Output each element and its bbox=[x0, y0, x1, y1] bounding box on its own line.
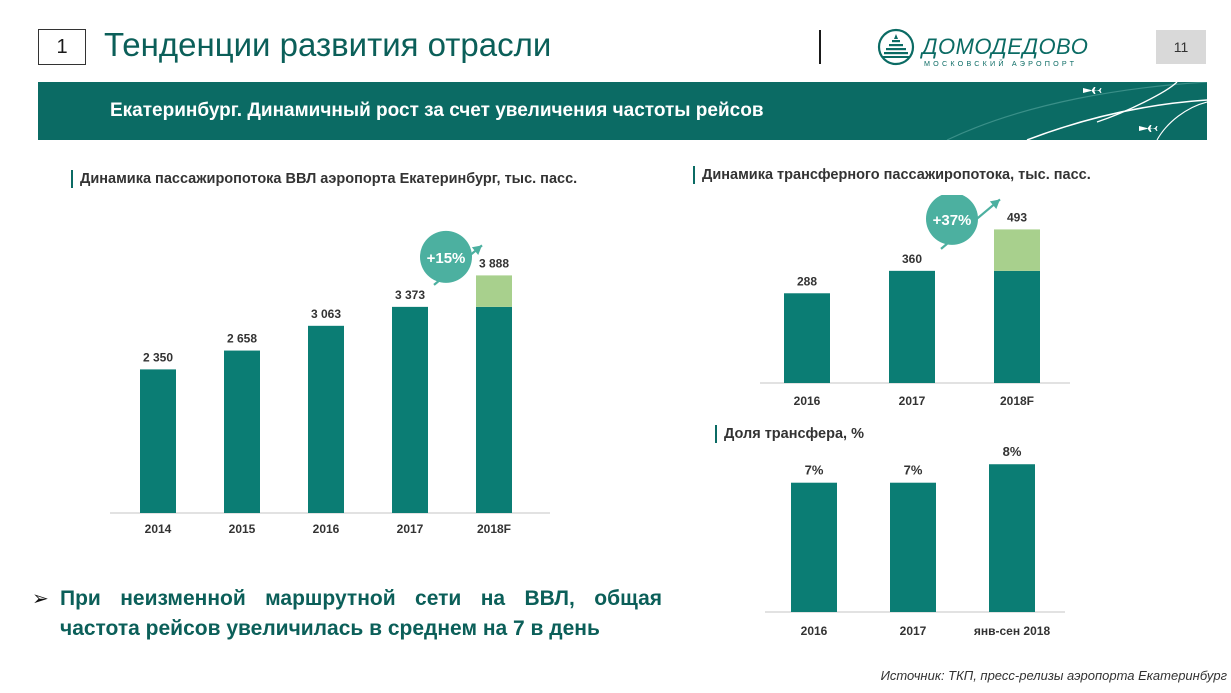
data-label: 360 bbox=[902, 252, 922, 266]
x-tick-label: 2016 bbox=[801, 624, 828, 638]
domodedovo-logo: ДОМОДЕДОВО МОСКОВСКИЙ АЭРОПОРТ bbox=[876, 27, 1096, 71]
source-note: Источник: ТКП, пресс-релизы аэропорта Ек… bbox=[881, 668, 1227, 683]
domestic-passenger-chart: 2 350 2014 2 658 2015 3 063 2016 3 373 2017 3 88… bbox=[110, 215, 550, 545]
plane-icon bbox=[1139, 125, 1158, 132]
growth-badge-label: +37% bbox=[933, 212, 972, 229]
transfer-share-chart: 7% 2016 7% 2017 8% янв-сен 2018 bbox=[755, 420, 1075, 645]
bar bbox=[140, 369, 176, 513]
bar bbox=[791, 483, 837, 612]
data-label: 3 063 bbox=[311, 307, 341, 321]
data-label: 493 bbox=[1007, 210, 1027, 224]
banner-text: Екатеринбург. Динамичный рост за счет ув… bbox=[110, 100, 764, 122]
x-tick-label: 2017 bbox=[900, 624, 927, 638]
data-label: 2 658 bbox=[227, 332, 257, 346]
bar bbox=[994, 271, 1040, 383]
section-number-box: 1 bbox=[38, 29, 86, 65]
title-divider bbox=[819, 30, 821, 64]
x-tick-label: 2016 bbox=[313, 522, 340, 536]
plane-icon bbox=[1083, 87, 1102, 94]
x-tick-label: 2018F bbox=[477, 522, 511, 536]
x-tick-label: 2018F bbox=[1000, 394, 1034, 408]
transfer-chart-title: Динамика трансферного пассажиропотока, т… bbox=[693, 166, 1162, 184]
key-takeaway-text: При неизменной маршрутной сети на ВВЛ, о… bbox=[60, 584, 662, 644]
data-label: 288 bbox=[797, 274, 817, 288]
logo-name: ДОМОДЕДОВО bbox=[919, 34, 1088, 59]
data-label: 3 888 bbox=[479, 256, 509, 270]
data-label: 2 350 bbox=[143, 350, 173, 364]
bar bbox=[224, 351, 260, 513]
bar bbox=[784, 293, 830, 383]
x-tick-label: 2017 bbox=[899, 394, 926, 408]
bar-forecast-increment bbox=[994, 229, 1040, 270]
bar bbox=[890, 483, 936, 612]
x-tick-label: 2017 bbox=[397, 522, 424, 536]
bar bbox=[308, 326, 344, 513]
bar bbox=[989, 464, 1035, 612]
transfer-passenger-chart: 288 2016 360 2017 493 2018F +37% bbox=[750, 195, 1080, 415]
key-takeaway: ➢ При неизменной маршрутной сети на ВВЛ,… bbox=[32, 584, 662, 644]
x-tick-label: 2014 bbox=[145, 522, 172, 536]
growth-badge-label: +15% bbox=[427, 250, 466, 267]
x-tick-label: янв-сен 2018 bbox=[974, 624, 1051, 638]
banner-decoration bbox=[907, 82, 1207, 140]
data-label: 3 373 bbox=[395, 288, 425, 302]
logo-emblem-icon bbox=[879, 30, 913, 64]
data-label: 7% bbox=[805, 463, 824, 478]
arrow-bullet-icon: ➢ bbox=[32, 584, 49, 614]
page-title: Тенденции развития отрасли bbox=[104, 26, 551, 64]
domestic-chart-title: Динамика пассажиропотока ВВЛ аэропорта Е… bbox=[71, 170, 580, 188]
bar bbox=[392, 307, 428, 513]
subtitle-banner: Екатеринбург. Динамичный рост за счет ув… bbox=[38, 82, 1207, 140]
bar bbox=[889, 271, 935, 383]
data-label: 7% bbox=[904, 463, 923, 478]
bar bbox=[476, 307, 512, 513]
data-label: 8% bbox=[1003, 444, 1022, 459]
logo-tagline: МОСКОВСКИЙ АЭРОПОРТ bbox=[924, 59, 1077, 68]
page-number: 11 bbox=[1156, 30, 1206, 64]
x-tick-label: 2015 bbox=[229, 522, 256, 536]
x-tick-label: 2016 bbox=[794, 394, 821, 408]
bar-forecast-increment bbox=[476, 275, 512, 306]
